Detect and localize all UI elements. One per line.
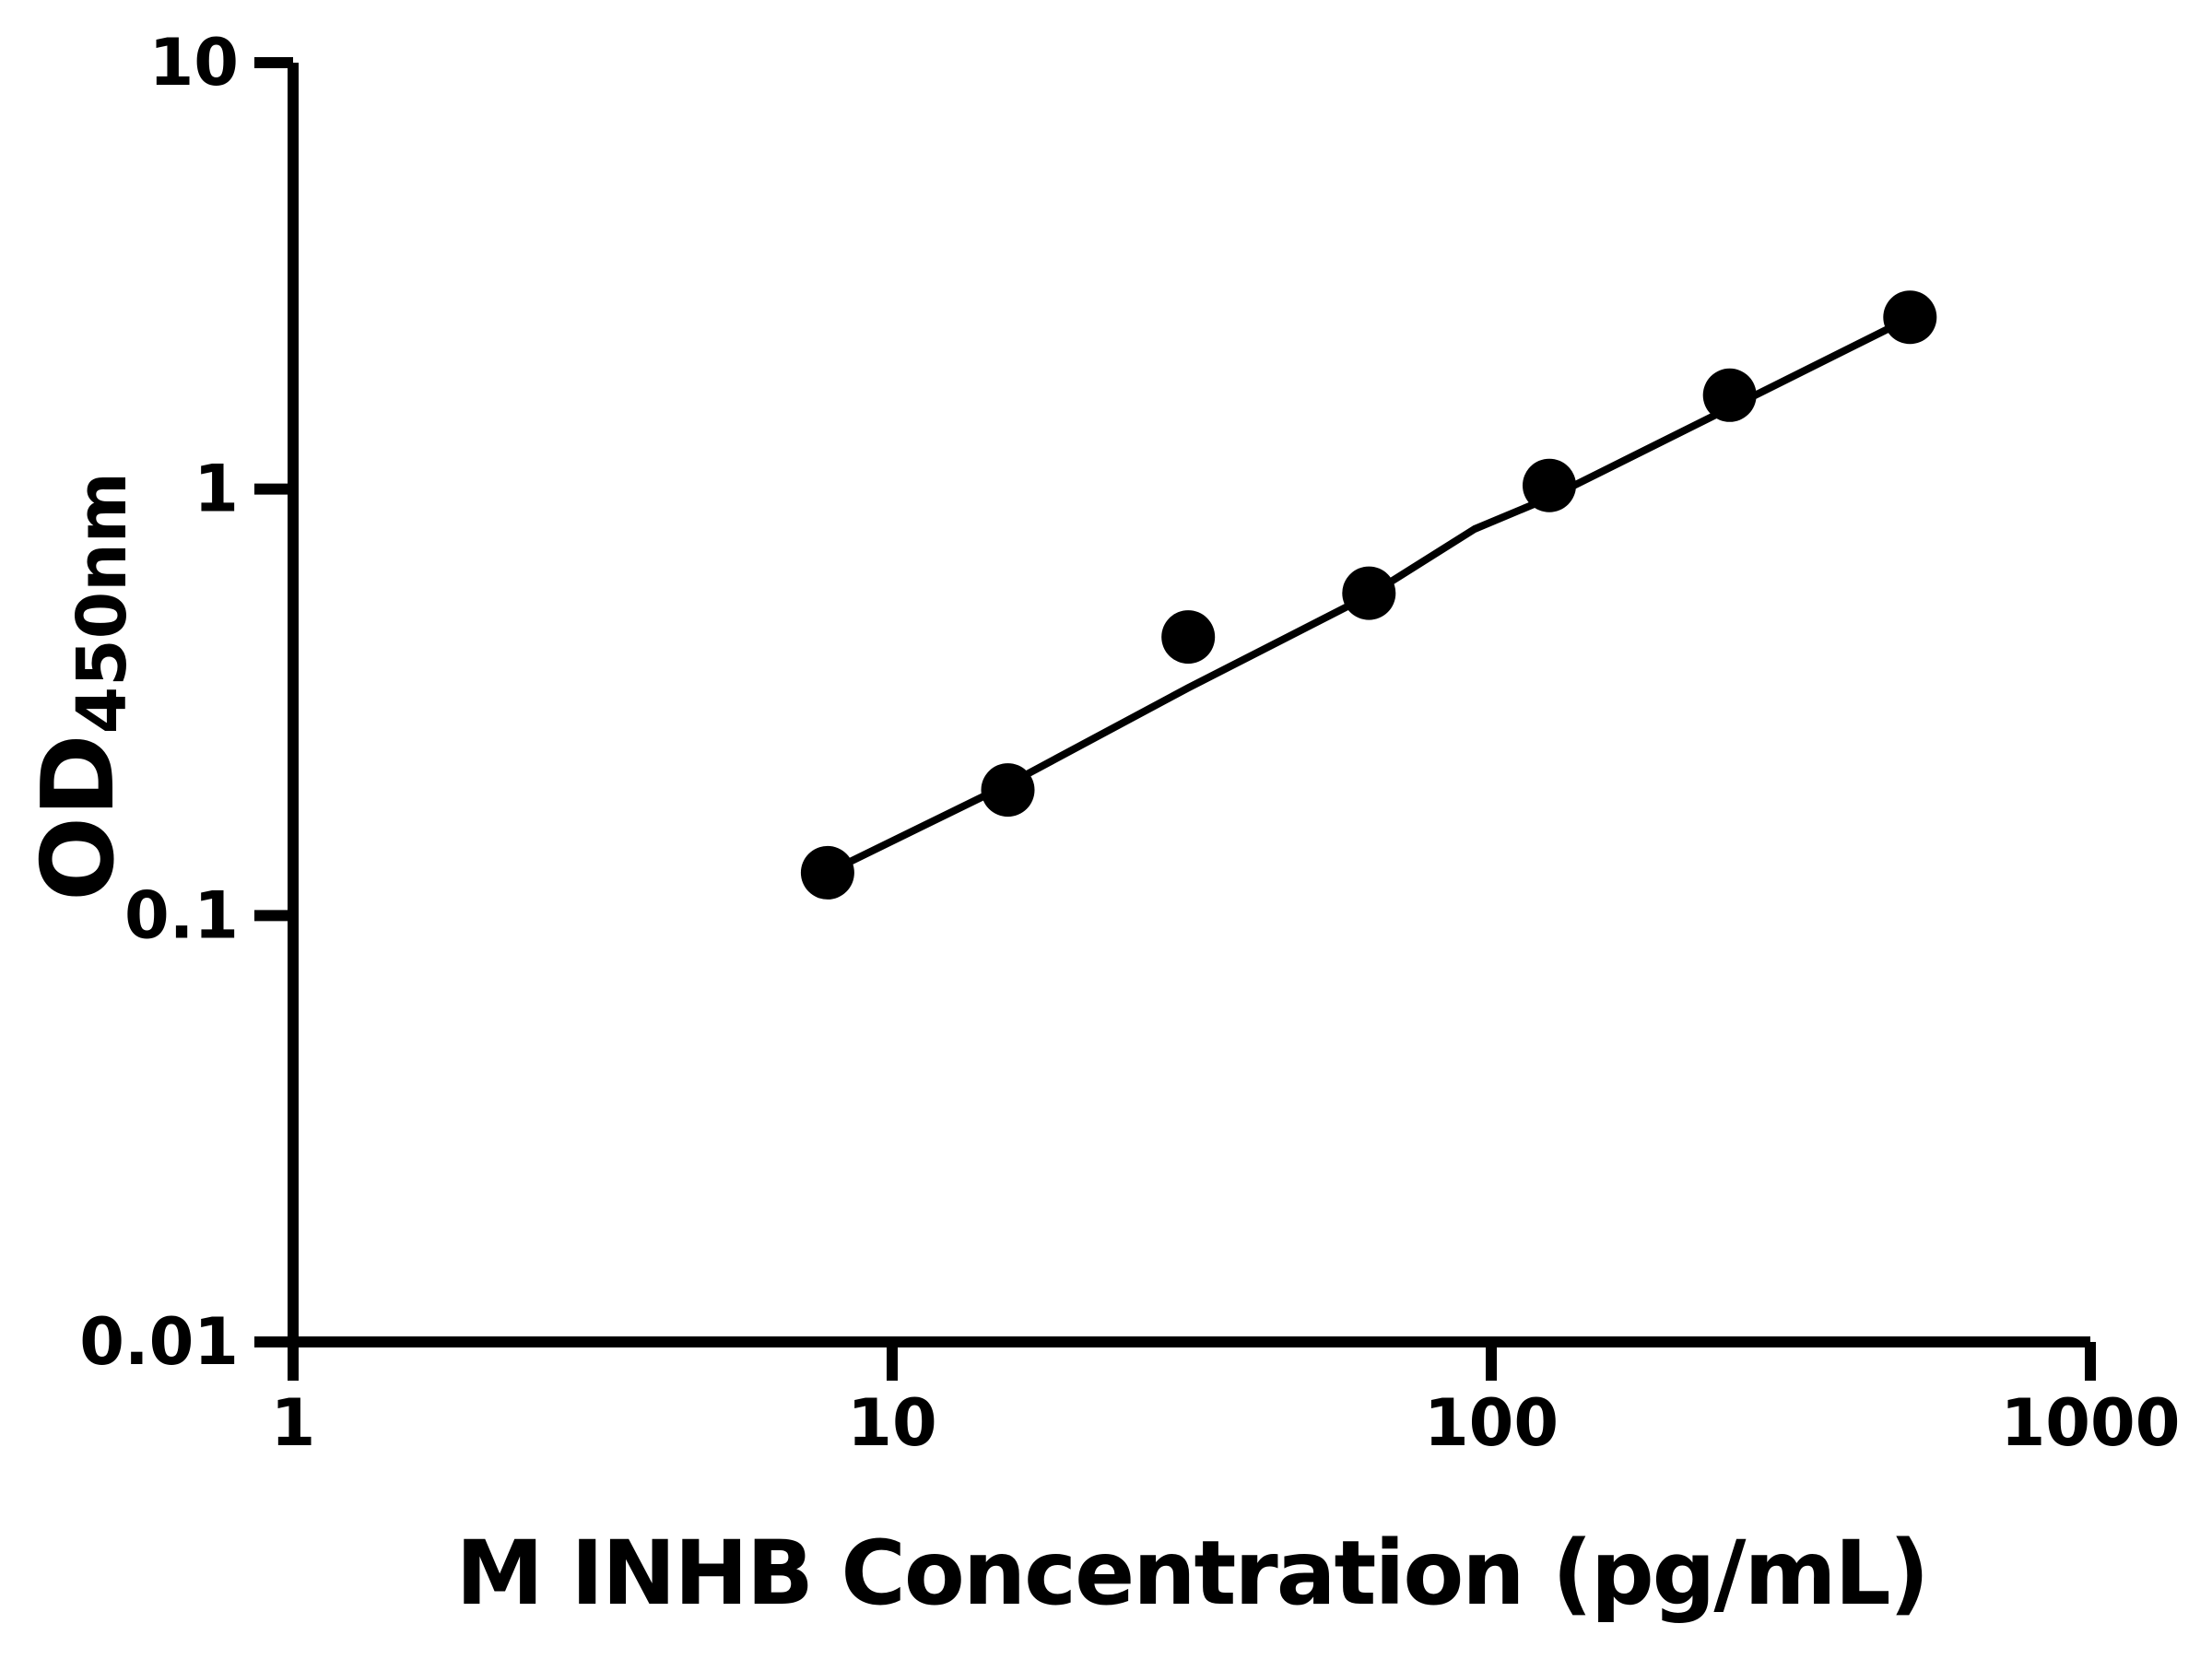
y-tick-label: 0.01 [79, 1304, 239, 1380]
x-tick-label: 1000 [2001, 1385, 2181, 1461]
y-axis-title-main: OD [21, 734, 136, 900]
data-point [1523, 458, 1576, 512]
y-axis-title-subscript: 450nm [63, 472, 142, 734]
x-tick-label: 1 [271, 1385, 316, 1461]
data-point [800, 845, 854, 900]
data-point [1883, 290, 1937, 345]
y-tick-label: 10 [149, 25, 239, 100]
data-point [1161, 610, 1216, 665]
fit-line [823, 314, 1914, 877]
data-series [800, 290, 1937, 900]
x-axis-title: M INHB Concentration (pg/mL) [455, 1522, 1927, 1625]
y-tick-label: 0.1 [124, 877, 239, 953]
y-axis-title: OD450nm [21, 472, 142, 901]
axes: 10 1 0.1 0.01 1 10 100 1000 [79, 25, 2180, 1461]
data-point [1342, 566, 1396, 620]
data-point [981, 763, 1035, 818]
x-tick-label: 10 [847, 1385, 936, 1461]
y-tick-label: 1 [194, 452, 239, 527]
x-tick-label: 100 [1424, 1385, 1559, 1461]
data-point [1702, 368, 1757, 422]
